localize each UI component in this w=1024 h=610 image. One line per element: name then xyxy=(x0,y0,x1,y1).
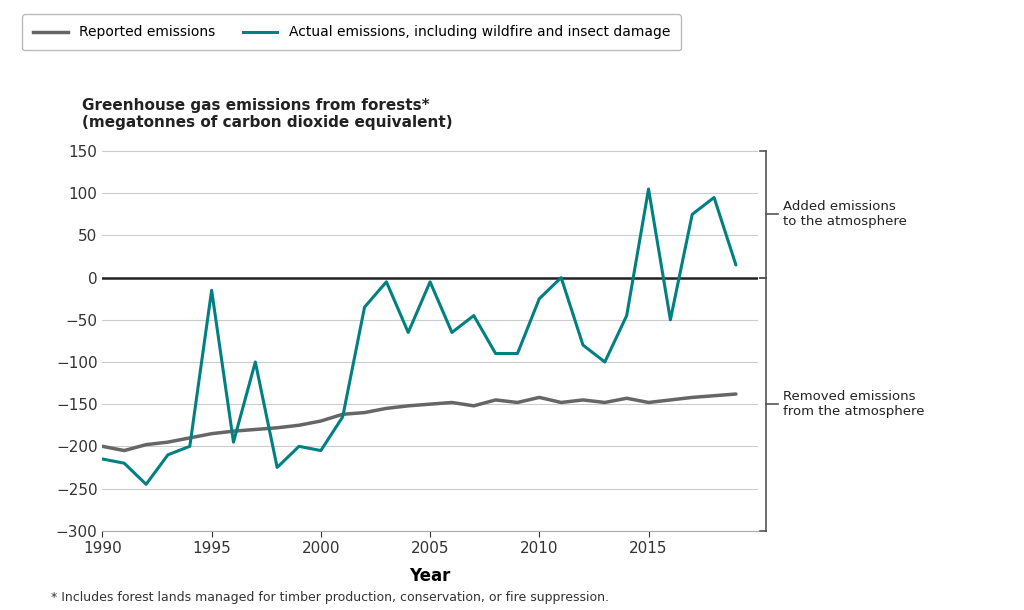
Text: * Includes forest lands managed for timber production, conservation, or fire sup: * Includes forest lands managed for timb… xyxy=(51,591,609,604)
Legend: Reported emissions, Actual emissions, including wildfire and insect damage: Reported emissions, Actual emissions, in… xyxy=(22,14,681,51)
Text: Greenhouse gas emissions from forests*
(megatonnes of carbon dioxide equivalent): Greenhouse gas emissions from forests* (… xyxy=(82,98,453,130)
Text: Removed emissions
from the atmosphere: Removed emissions from the atmosphere xyxy=(783,390,925,418)
Text: Added emissions
to the atmosphere: Added emissions to the atmosphere xyxy=(783,200,907,228)
X-axis label: Year: Year xyxy=(410,567,451,585)
